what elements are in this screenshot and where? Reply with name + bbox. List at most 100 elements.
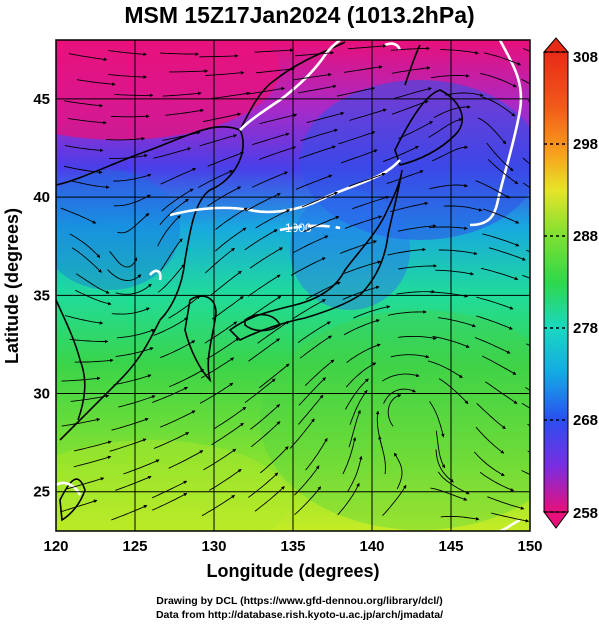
- streamline: [394, 452, 403, 490]
- streamline: [382, 373, 420, 382]
- streamline: [123, 459, 160, 475]
- streamline: [480, 73, 517, 88]
- streamline: [488, 247, 526, 261]
- streamline: [435, 430, 446, 469]
- streamline: [476, 402, 506, 430]
- streamline: [428, 118, 463, 138]
- streamline: [298, 145, 336, 159]
- streamline: [482, 208, 520, 224]
- latitude-tick-label: 45: [33, 91, 50, 108]
- streamline: [162, 91, 202, 97]
- streamline: [383, 388, 416, 404]
- streamline: [159, 198, 189, 226]
- streamline: [68, 53, 108, 62]
- streamline: [485, 381, 518, 404]
- streamline: [60, 207, 97, 224]
- latitude-tick-label: 40: [33, 189, 50, 206]
- streamline: [113, 374, 152, 386]
- streamline: [245, 192, 281, 212]
- streamline: [298, 394, 324, 425]
- streamline: [203, 448, 237, 471]
- streamline: [204, 247, 235, 274]
- streamline: [64, 100, 103, 108]
- streamline: [165, 108, 204, 116]
- streamline: [306, 111, 345, 124]
- streamline: [70, 394, 110, 402]
- streamline: [71, 180, 110, 189]
- streamline: [378, 435, 386, 475]
- streamline: [206, 337, 240, 360]
- streamline: [344, 260, 382, 274]
- streamline: [486, 142, 514, 172]
- streamline: [437, 317, 476, 328]
- streamline: [256, 67, 295, 74]
- streamline: [476, 315, 513, 330]
- streamline: [73, 455, 112, 468]
- streamline: [427, 360, 463, 379]
- streamline: [342, 285, 380, 300]
- streamline: [197, 170, 234, 188]
- streamline: [115, 475, 152, 491]
- streamline: [482, 355, 517, 375]
- streamline: [480, 267, 519, 281]
- streamline: [390, 354, 430, 359]
- streamline: [349, 108, 387, 121]
- streamline: [208, 468, 242, 491]
- streamline: [153, 317, 189, 336]
- streamline: [108, 73, 148, 79]
- streamline: [428, 226, 468, 231]
- streamline: [475, 180, 511, 199]
- streamline: [340, 149, 378, 164]
- streamline: [162, 131, 201, 141]
- streamline: [205, 70, 245, 76]
- streamline: [113, 194, 151, 207]
- streamline: [396, 289, 436, 295]
- streamline: [347, 44, 387, 50]
- streamline: [300, 128, 338, 142]
- longitude-tick-label: 145: [438, 538, 463, 555]
- streamline: [338, 131, 376, 145]
- streamline: [295, 174, 333, 190]
- longitude-tick-label: 150: [517, 538, 542, 555]
- streamline: [157, 215, 181, 247]
- streamline: [246, 86, 285, 95]
- streamline: [398, 264, 437, 270]
- streamline: [250, 421, 281, 448]
- streamline: [397, 224, 437, 232]
- streamline: [293, 465, 320, 496]
- streamline: [289, 418, 315, 449]
- streamline: [346, 343, 381, 363]
- streamline: [160, 340, 196, 359]
- temperature-colorbar: 308 298 288 278 268 258: [542, 37, 598, 529]
- x-axis-label: Longitude (degrees): [206, 561, 379, 581]
- streamline: [429, 401, 445, 438]
- streamline: [476, 296, 514, 310]
- colorbar-bar: [543, 51, 569, 513]
- streamline: [431, 145, 469, 162]
- streamline: [345, 362, 377, 388]
- streamline: [387, 247, 426, 256]
- streamline: [160, 167, 197, 185]
- streamline: [168, 450, 204, 469]
- streamline: [201, 494, 236, 517]
- streamline: [211, 422, 244, 446]
- streamline: [482, 233, 520, 247]
- streamline: [61, 376, 101, 382]
- streamline: [247, 274, 281, 297]
- streamline: [521, 470, 530, 476]
- colorbar-tick-label: 308: [573, 49, 598, 66]
- longitude-tick-label: 130: [201, 538, 226, 555]
- streamline: [153, 432, 190, 449]
- streamline: [249, 247, 283, 269]
- streamline: [255, 209, 291, 229]
- streamline: [244, 229, 278, 251]
- streamline: [169, 369, 205, 388]
- streamline: [106, 136, 146, 141]
- longitude-tick-labels: 120 125 130 135 140 145 150: [43, 538, 542, 555]
- streamline: [297, 321, 331, 343]
- streamline: [344, 215, 383, 229]
- streamline: [391, 100, 429, 115]
- coastlines: [56, 41, 464, 522]
- streamline: [298, 377, 326, 406]
